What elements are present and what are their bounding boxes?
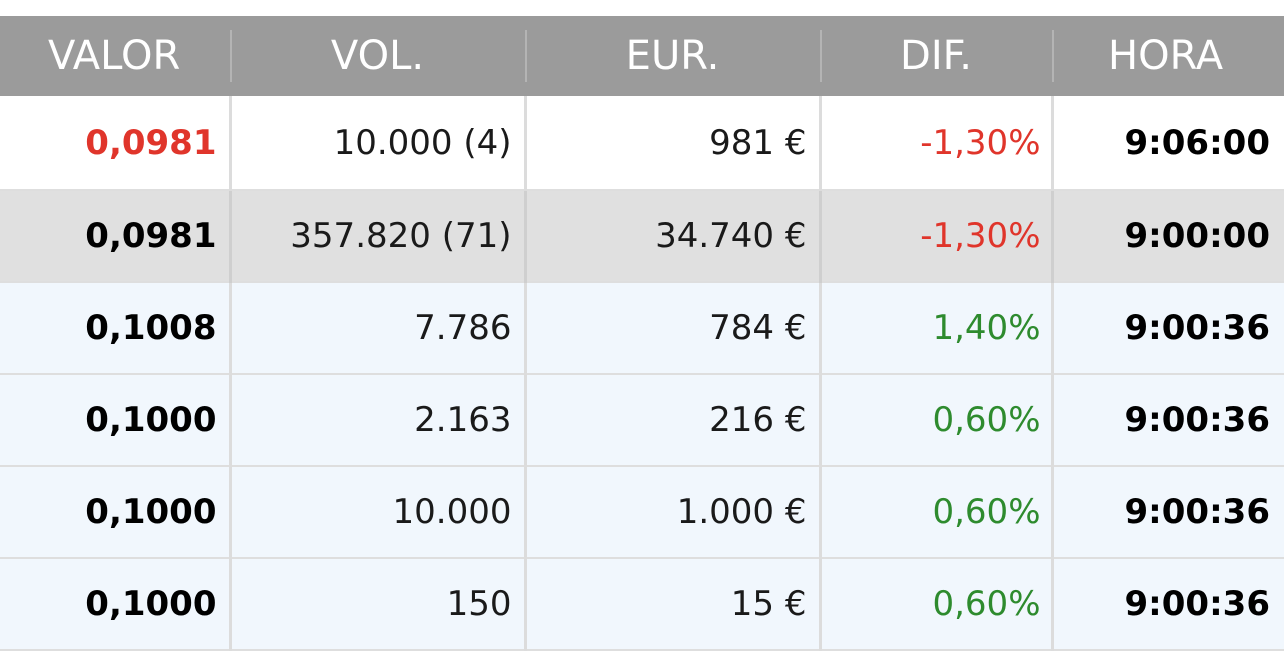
table-row[interactable]: 0,0981 10.000 (4) 981 € -1,30% 9:06:00 xyxy=(0,96,1284,191)
cell-hora: 9:00:00 xyxy=(1050,190,1284,283)
table-row[interactable]: 0,1008 7.786 784 € 1,40% 9:00:36 xyxy=(0,282,1284,375)
cell-eur: 15 € xyxy=(523,558,820,651)
cell-dif: 1,40% xyxy=(818,282,1052,375)
cell-dif: 0,60% xyxy=(818,374,1052,467)
cell-valor: 0,1000 xyxy=(0,466,230,559)
cell-vol: 7.786 xyxy=(228,282,525,375)
header-valor[interactable]: VALOR xyxy=(48,33,181,79)
cell-eur: 981 € xyxy=(523,96,820,191)
cell-valor: 0,0981 xyxy=(0,190,230,283)
cell-hora: 9:06:00 xyxy=(1050,96,1284,191)
cell-eur: 784 € xyxy=(523,282,820,375)
cell-hora: 9:00:36 xyxy=(1050,374,1284,467)
cell-valor: 0,0981 xyxy=(0,96,230,191)
cell-valor: 0,1008 xyxy=(0,282,230,375)
table-row[interactable]: 0,0981 357.820 (71) 34.740 € -1,30% 9:00… xyxy=(0,190,1284,283)
cell-dif: -1,30% xyxy=(818,190,1052,283)
cell-valor: 0,1000 xyxy=(0,374,230,467)
cell-dif: 0,60% xyxy=(818,466,1052,559)
header-hora[interactable]: HORA xyxy=(1052,16,1284,96)
cell-dif: -1,30% xyxy=(818,96,1052,191)
header-dif[interactable]: DIF. xyxy=(820,16,1052,96)
cell-vol: 10.000 (4) xyxy=(228,96,525,191)
top-strip xyxy=(0,0,1284,16)
table-body: 0,0981 10.000 (4) 981 € -1,30% 9:06:00 0… xyxy=(0,96,1284,651)
cell-eur: 1.000 € xyxy=(523,466,820,559)
cell-eur: 34.740 € xyxy=(523,190,820,283)
table-row[interactable]: 0,1000 2.163 216 € 0,60% 9:00:36 xyxy=(0,374,1284,467)
cell-hora: 9:00:36 xyxy=(1050,558,1284,651)
cell-vol: 357.820 (71) xyxy=(228,190,525,283)
header-vol[interactable]: VOL. xyxy=(230,16,525,96)
table-row[interactable]: 0,1000 10.000 1.000 € 0,60% 9:00:36 xyxy=(0,466,1284,559)
cell-hora: 9:00:36 xyxy=(1050,466,1284,559)
cell-dif: 0,60% xyxy=(818,558,1052,651)
header-eur[interactable]: EUR. xyxy=(525,16,820,96)
header-row: VALOR VOL. EUR. DIF. HORA xyxy=(0,16,1284,96)
cell-eur: 216 € xyxy=(523,374,820,467)
cell-vol: 2.163 xyxy=(228,374,525,467)
cell-hora: 9:00:36 xyxy=(1050,282,1284,375)
cell-valor: 0,1000 xyxy=(0,558,230,651)
cell-vol: 10.000 xyxy=(228,466,525,559)
table-header: VALOR VOL. EUR. DIF. HORA xyxy=(0,16,1284,96)
cell-vol: 150 xyxy=(228,558,525,651)
trades-table: VALOR VOL. EUR. DIF. HORA 0,0981 10.000 … xyxy=(0,16,1284,651)
table-row[interactable]: 0,1000 150 15 € 0,60% 9:00:36 xyxy=(0,558,1284,651)
